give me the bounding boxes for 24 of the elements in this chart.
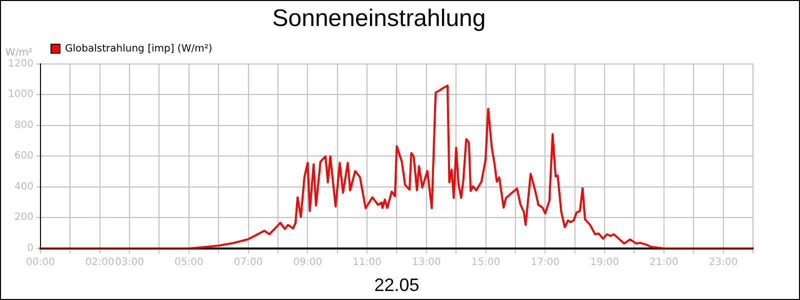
y-axis-title: W/m² xyxy=(5,47,32,58)
y-tick-label: 400 xyxy=(14,181,34,192)
chart-title: Sonneneinstrahlung xyxy=(272,5,486,32)
x-tick-label: 13:00 xyxy=(412,256,441,268)
x-tick-label: 09:00 xyxy=(293,256,322,268)
x-tick-label: 11:00 xyxy=(352,256,382,268)
x-tick-label: 17:00 xyxy=(530,256,560,268)
x-tick-label: 21:00 xyxy=(650,256,678,268)
legend-label: Globalstrahlung [imp] (W/m²) xyxy=(65,43,212,54)
x-tick-label: 15:00 xyxy=(471,256,500,268)
x-tick-label: 07:00 xyxy=(234,256,263,268)
y-tick-label: 200 xyxy=(14,212,34,224)
x-tick-label: 02:00 xyxy=(85,256,114,268)
x-tick-label: 00:00 xyxy=(26,256,55,268)
y-tick-label: 800 xyxy=(14,120,34,131)
y-tick-label: 1000 xyxy=(8,89,34,100)
y-tick-label: 1200 xyxy=(8,58,34,70)
x-axis-title: 22.05 xyxy=(374,275,420,296)
x-tick-label: 05:00 xyxy=(174,256,204,268)
y-tick-label: 0 xyxy=(27,242,34,254)
x-tick-label: 19:00 xyxy=(590,256,619,268)
x-tick-label: 23:00 xyxy=(708,256,738,268)
y-tick-label: 600 xyxy=(14,150,34,162)
x-tick-label: 03:00 xyxy=(115,256,144,268)
